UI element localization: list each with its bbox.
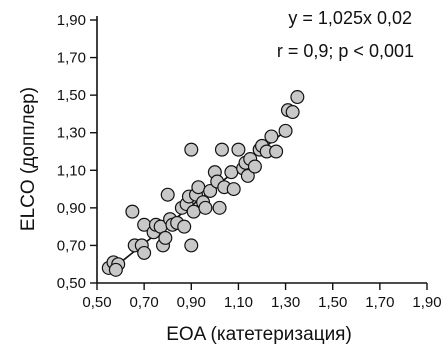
x-tick-label: 1,10 <box>224 294 253 311</box>
correlation-annotation: r = 0,9; p < 0,001 <box>277 41 414 61</box>
data-point <box>184 238 199 253</box>
y-tick-label: 0,50 <box>57 275 86 292</box>
data-point <box>191 180 206 195</box>
x-tick-label: 1,70 <box>365 294 394 311</box>
data-point <box>184 142 199 157</box>
data-point <box>247 159 262 174</box>
data-point <box>240 168 255 183</box>
data-point <box>285 105 300 120</box>
y-tick-label: 1,90 <box>57 12 86 29</box>
data-point <box>160 187 175 202</box>
y-axis-label: ELCO (допплер) <box>18 87 39 231</box>
data-point <box>212 200 227 215</box>
data-point <box>158 230 173 245</box>
y-tick-label: 1,50 <box>57 87 86 104</box>
data-point <box>224 165 239 180</box>
data-point <box>137 245 152 260</box>
y-tick-label: 0,70 <box>57 237 86 254</box>
data-point <box>177 219 192 234</box>
x-tick-label: 1,90 <box>412 294 441 311</box>
data-point <box>125 204 140 219</box>
x-tick-label: 0,70 <box>130 294 159 311</box>
data-point <box>226 182 241 197</box>
data-point <box>269 144 284 159</box>
plot-area: 0,50 0,70 0,90 1,10 1,30 1,50 1,70 1,90 0,50 0,70… <box>57 12 442 311</box>
y-tick-label: 1,30 <box>57 125 86 142</box>
x-axis-label: EOA (катетеризация) <box>166 324 352 345</box>
data-point <box>264 129 279 144</box>
x-tick-label: 1,30 <box>271 294 300 311</box>
data-point <box>198 200 213 215</box>
data-point <box>278 123 293 138</box>
y-tick-label: 0,90 <box>57 200 86 217</box>
y-tick-label: 1,70 <box>57 50 86 67</box>
data-point <box>231 142 246 157</box>
data-point <box>203 183 218 198</box>
data-point <box>214 142 229 157</box>
regression-equation: y = 1,025x 0,02 <box>288 8 412 28</box>
x-tick-label: 0,90 <box>177 294 206 311</box>
x-tick-label: 1,50 <box>318 294 347 311</box>
y-tick-label: 1,10 <box>57 162 86 179</box>
data-point <box>108 262 123 277</box>
x-tick-label: 0,50 <box>82 294 111 311</box>
data-point <box>290 90 305 105</box>
